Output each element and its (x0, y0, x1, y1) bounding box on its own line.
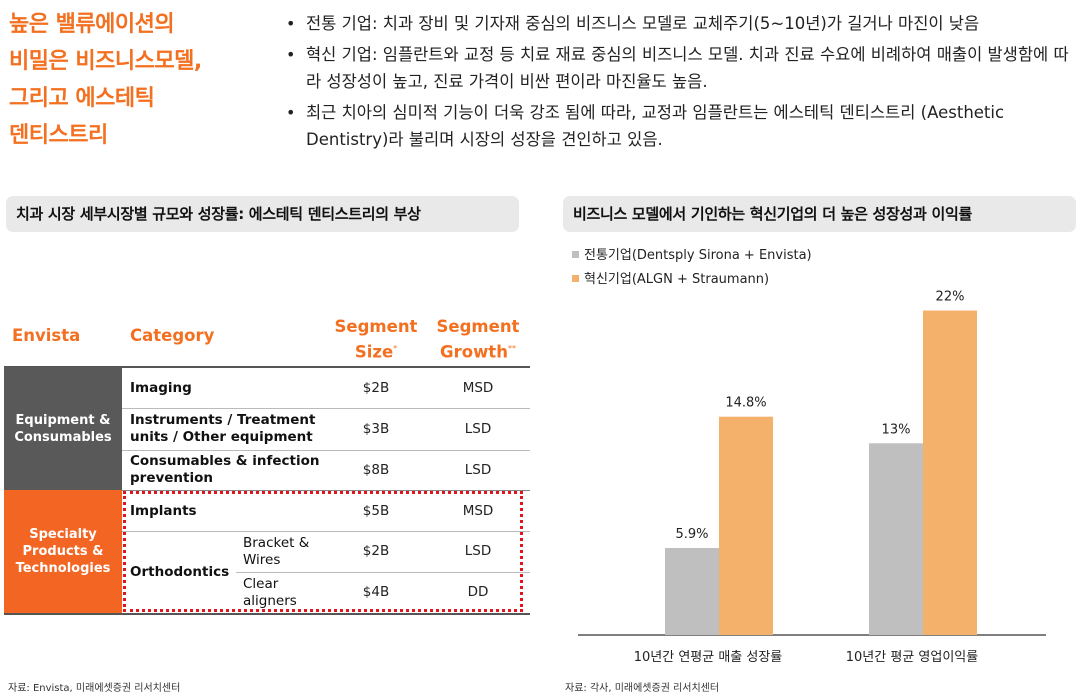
headline-line: 높은 밸류에이션의 (9, 12, 175, 37)
row-separator (122, 490, 530, 491)
row-separator (236, 572, 530, 573)
left-panel-title: 치과 시장 세부시장별 규모와 성장률: 에스테틱 덴티스트리의 부상 (6, 196, 519, 232)
table-cell-category: Consumables & infection prevention (130, 453, 320, 486)
table-cell-category: Instruments / Treatment units / Other eq… (130, 412, 316, 445)
row-separator (122, 450, 530, 451)
legend-swatch (572, 275, 579, 282)
table-cell-size: $8B (362, 462, 390, 478)
header-envista: Envista (12, 326, 81, 345)
table-cell-category: Orthodontics (130, 564, 230, 580)
table-cell-size: $4B (362, 584, 390, 600)
table-cell-size: $5B (362, 503, 390, 519)
aesthetic-dentistry-highlight (123, 491, 523, 612)
data-label: 5.9% (675, 527, 708, 542)
table-cell-size: $3B (362, 421, 390, 437)
bar (869, 443, 923, 635)
row-separator (122, 408, 530, 409)
data-label: 22% (936, 290, 965, 305)
source-note: 자료: 각사, 미래에셋증권 리서치센터 (565, 683, 720, 694)
bar (719, 416, 773, 635)
group-equipment-consumables: Equipment & Consumables (4, 367, 122, 490)
table-cell-growth: DD (467, 584, 489, 600)
category-label: 10년간 연평균 매출 성장률 (634, 650, 783, 665)
headline: 높은 밸류에이션의 비밀은 비즈니스모델, 그리고 에스테틱 덴티스트리 (9, 6, 249, 154)
bullet-item: 전통 기업: 치과 장비 및 기자재 중심의 비즈니스 모델로 교체주기(5~1… (284, 10, 1074, 37)
data-label: 14.8% (725, 396, 766, 411)
headline-line: 덴티스트리 (9, 123, 108, 148)
bar (923, 310, 977, 635)
bullet-list: 전통 기업: 치과 장비 및 기자재 중심의 비즈니스 모델로 교체주기(5~1… (284, 10, 1074, 157)
table-cell-subcategory: Bracket & Wires (243, 535, 310, 568)
table-cell-category: Implants (130, 503, 197, 519)
bullet-item: 혁신 기업: 임플란트와 교정 등 치료 재료 중심의 비즈니스 모델. 치과 … (284, 41, 1074, 95)
table-cell-growth: LSD (464, 462, 492, 478)
group-label: Specialty Products & Technologies (15, 527, 111, 576)
table-cell-subcategory: Clear aligners (243, 576, 297, 609)
header-category: Category (130, 326, 215, 345)
headline-line: 그리고 에스테틱 (9, 86, 155, 111)
header-segment-size: Segment Size* (334, 316, 418, 368)
table-cell-growth: LSD (464, 543, 492, 559)
table-bottom-border (4, 613, 530, 615)
header-segment-growth: Segment Growth** (434, 316, 522, 368)
legend-swatch (572, 251, 579, 258)
legend-item: 혁신기업(ALGN + Straumann) (572, 268, 769, 287)
legend-label: 전통기업(Dentsply Sirona + Envista) (584, 248, 812, 263)
table-top-border (4, 366, 530, 368)
data-label: 13% (882, 422, 911, 437)
header-segment-size-text: Segment Size (334, 317, 418, 362)
group-label: Equipment & Consumables (14, 412, 112, 445)
header-segment-growth-text: Segment Growth (436, 317, 520, 362)
bullet-item: 최근 치아의 심미적 기능이 더욱 강조 됨에 따라, 교정과 임플란트는 에스… (284, 99, 1074, 153)
table-cell-size: $2B (362, 380, 390, 396)
table-cell-growth: MSD (462, 380, 494, 396)
table-cell-growth: LSD (464, 421, 492, 437)
footnote-mark: ** (507, 344, 516, 353)
category-label: 10년간 평균 영업이익률 (846, 650, 978, 665)
table-cell-growth: MSD (462, 503, 494, 519)
group-specialty-products: Specialty Products & Technologies (4, 490, 122, 613)
bar (665, 547, 719, 635)
table-cell-size: $2B (362, 543, 390, 559)
footnote-mark: * (393, 344, 398, 353)
right-panel-title: 비즈니스 모델에서 기인하는 혁신기업의 더 높은 성장성과 이익률 (563, 196, 1076, 232)
row-separator (122, 531, 530, 532)
source-note: 자료: Envista, 미래에셋증권 리서치센터 (8, 683, 181, 694)
legend-item: 전통기업(Dentsply Sirona + Envista) (572, 244, 812, 263)
table-cell-category: Imaging (130, 380, 192, 396)
legend-label: 혁신기업(ALGN + Straumann) (584, 272, 770, 287)
headline-line: 비밀은 비즈니스모델, (9, 49, 202, 74)
